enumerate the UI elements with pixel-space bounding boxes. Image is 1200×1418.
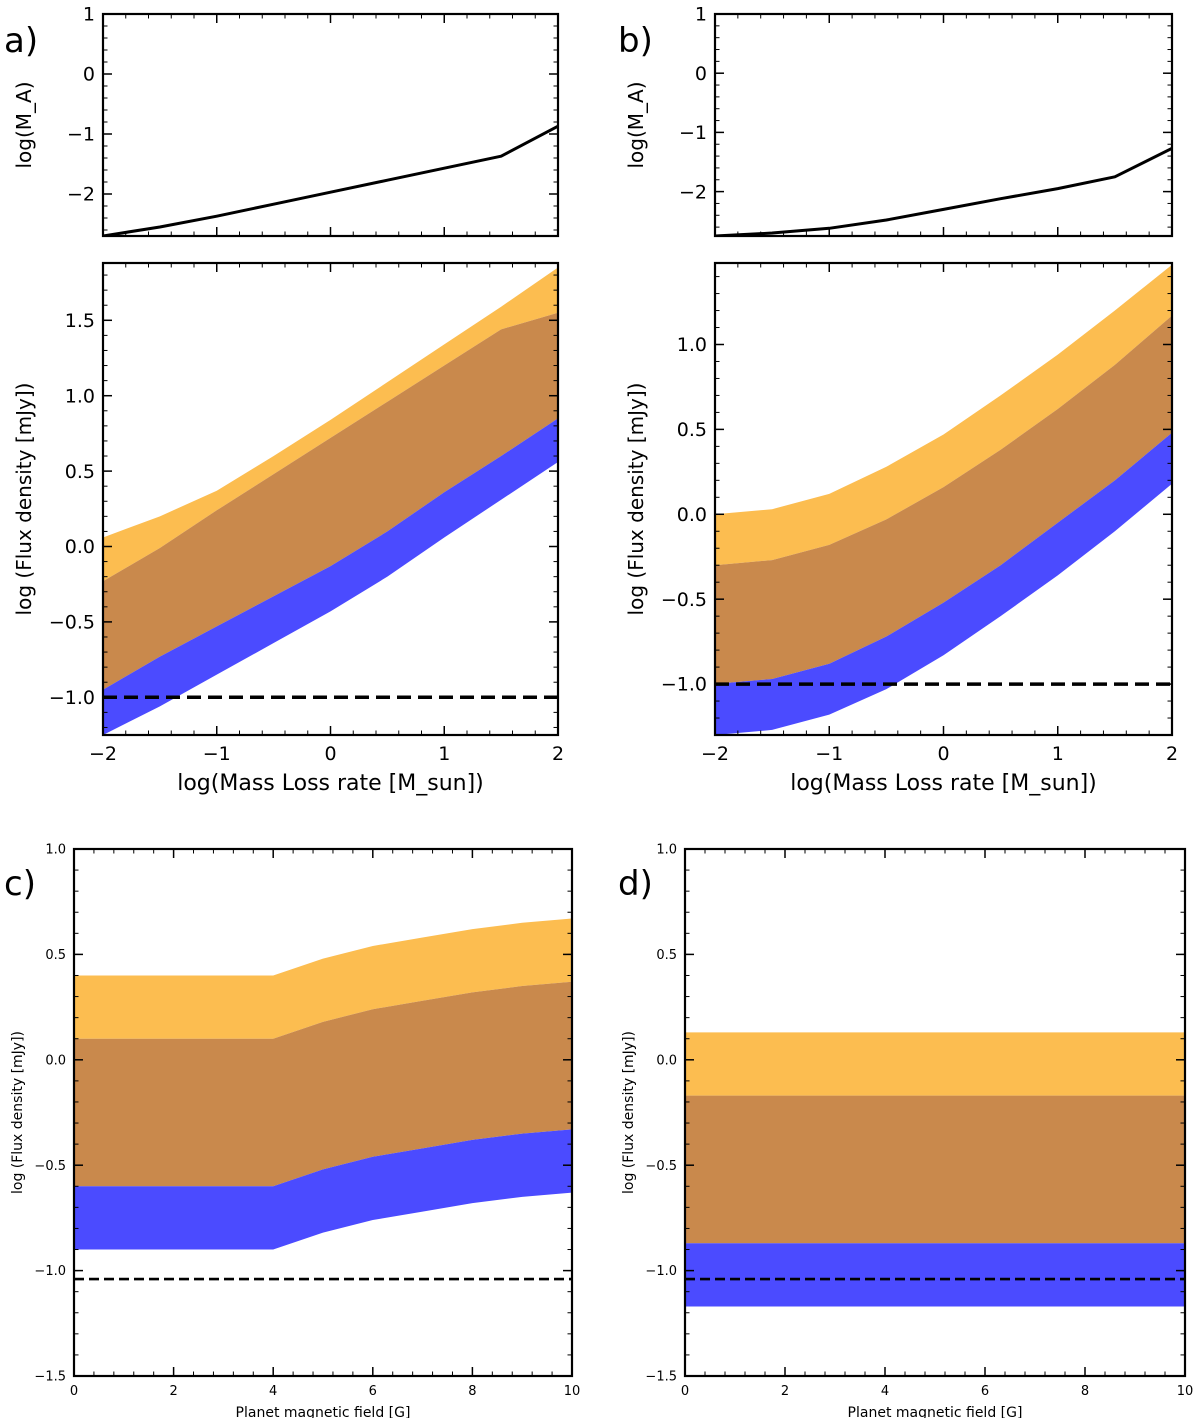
y-axis-label: log(M_A) — [624, 81, 648, 168]
panel-label: c) — [4, 864, 36, 904]
x-tick-label: 6 — [981, 1384, 989, 1399]
plot-area — [103, 267, 558, 735]
y-tick-label: 1.5 — [65, 310, 95, 332]
x-tick-label: 2 — [781, 1384, 789, 1399]
y-tick-label: −1 — [679, 122, 707, 144]
panel-b-top: −2 −1 0 1 log(M_A) b) — [618, 4, 1174, 238]
x-tick-label: 1 — [1052, 743, 1064, 765]
orange-band — [103, 267, 558, 582]
panel-d: 0 2 4 6 8 10 −1.5 −1.0 −0.5 0.0 0.5 1.0 Planet magne… — [618, 843, 1193, 1418]
x-tick-label: 2 — [552, 743, 564, 765]
y-tick-label: 1.0 — [45, 843, 66, 858]
y-tick-label: 1.0 — [677, 334, 707, 356]
y-tick-label: −2 — [679, 181, 707, 203]
blue-band — [74, 1129, 572, 1250]
y-tick-label: −0.5 — [49, 612, 95, 634]
x-tick-label: 10 — [564, 1384, 581, 1399]
x-tick-label: −2 — [89, 743, 117, 765]
y-tick-label: −1.5 — [645, 1370, 677, 1385]
panel-a-bottom: −2 −1 0 1 2 −1.0 −0.5 0.0 0.5 1.0 1.5 log(Mass Loss… — [12, 261, 564, 796]
y-tick-label: 0.0 — [65, 536, 95, 558]
brown-band — [74, 981, 572, 1187]
y-tick-label: −0.5 — [645, 1159, 677, 1174]
x-axis-label: log(Mass Loss rate [M_sun]) — [790, 771, 1097, 796]
x-tick-label: 2 — [169, 1384, 177, 1399]
brown-band — [715, 315, 1172, 685]
y-tick-label: 0 — [83, 64, 95, 86]
x-tick-label: −2 — [701, 743, 729, 765]
y-tick-label: 1.0 — [65, 385, 95, 407]
y-tick-label: −1 — [67, 124, 95, 146]
y-axis-label: log (Flux density [mJy]) — [10, 1031, 26, 1194]
y-tick-label: 0.5 — [656, 948, 677, 963]
panel-label: a) — [4, 21, 38, 61]
blue-band — [715, 432, 1172, 735]
y-tick-label: 0.0 — [677, 504, 707, 526]
y-tick-label: 0.0 — [45, 1053, 66, 1068]
y-tick-label: −1.0 — [661, 674, 707, 696]
orange-band — [715, 264, 1172, 566]
x-axis-label: Planet magnetic field [G] — [848, 1405, 1023, 1418]
y-axis-label: log (Flux density [mJy]) — [12, 383, 36, 616]
plot-area — [685, 1032, 1185, 1307]
x-tick-label: 1 — [438, 743, 450, 765]
series-line-M_A — [715, 147, 1172, 236]
y-axis-label: log (Flux density [mJy]) — [624, 383, 648, 616]
plot-area — [74, 918, 572, 1281]
x-tick-label: 8 — [1081, 1384, 1089, 1399]
axes-frame — [101, 12, 560, 238]
panel-b-bottom: −2 −1 0 1 2 −1.0 −0.5 0.0 0.5 1.0 log(Mass Loss ra… — [624, 261, 1178, 796]
x-tick-label: 4 — [269, 1384, 277, 1399]
y-tick-label: −0.5 — [661, 589, 707, 611]
y-tick-label: 0.5 — [677, 419, 707, 441]
x-tick-label: 6 — [369, 1384, 377, 1399]
axes-frame — [683, 847, 1187, 1378]
y-tick-label: 0.5 — [65, 461, 95, 483]
x-tick-label: 4 — [881, 1384, 889, 1399]
panel-c: 0 2 4 6 8 10 −1.5 −1.0 −0.5 0.0 0.5 1.0 Planet magne… — [4, 843, 580, 1418]
x-tick-label: 0 — [937, 743, 949, 765]
y-tick-label: −1.0 — [34, 1264, 66, 1279]
y-tick-label: −1.0 — [49, 687, 95, 709]
y-tick-label: −1.5 — [34, 1370, 66, 1385]
x-tick-label: 0 — [681, 1384, 689, 1399]
axes-frame — [713, 12, 1174, 238]
y-tick-label: −1.0 — [645, 1264, 677, 1279]
blue-band — [685, 1243, 1185, 1307]
x-tick-label: 8 — [468, 1384, 476, 1399]
brown-band — [103, 312, 558, 690]
y-tick-label: 1.0 — [656, 843, 677, 858]
plot-area — [715, 147, 1172, 236]
series-line-M_A — [103, 124, 558, 236]
x-tick-label: −1 — [815, 743, 843, 765]
x-tick-label: 0 — [324, 743, 336, 765]
x-axis-label: Planet magnetic field [G] — [236, 1405, 411, 1418]
x-tick-label: 10 — [1177, 1384, 1194, 1399]
y-tick-label: 1 — [83, 4, 95, 26]
x-tick-label: 2 — [1166, 743, 1178, 765]
panel-a-top: −2 −1 0 1 log(M_A) a) — [4, 4, 560, 238]
y-axis-label: log(M_A) — [12, 81, 36, 168]
panel-label: b) — [618, 21, 653, 61]
plot-area — [715, 264, 1172, 735]
x-tick-label: −1 — [203, 743, 231, 765]
plot-area — [103, 124, 558, 236]
axes-frame — [72, 847, 574, 1378]
orange-band — [74, 918, 572, 1039]
x-tick-label: 0 — [70, 1384, 78, 1399]
y-tick-label: −0.5 — [34, 1159, 66, 1174]
panel-label: d) — [618, 864, 653, 904]
y-tick-label: 1 — [695, 4, 707, 26]
x-axis-label: log(Mass Loss rate [M_sun]) — [177, 771, 484, 796]
y-tick-label: 0.5 — [45, 948, 66, 963]
y-tick-label: 0.0 — [656, 1053, 677, 1068]
orange-band — [685, 1032, 1185, 1096]
y-axis-label: log (Flux density [mJy]) — [621, 1031, 637, 1194]
y-tick-label: −2 — [67, 184, 95, 206]
y-tick-label: 0 — [695, 63, 707, 85]
brown-band — [685, 1095, 1185, 1244]
blue-band — [103, 418, 558, 735]
